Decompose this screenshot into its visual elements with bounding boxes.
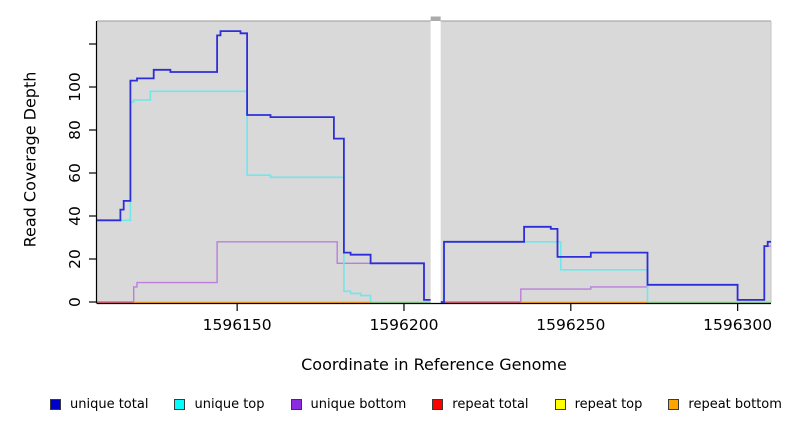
axis-break-cap <box>430 16 441 21</box>
coverage-chart: 1596150 1596200 1596250 1596300 0 20 40 60 80 100 <box>66 14 773 334</box>
y-tick-label: 20 <box>66 249 84 269</box>
legend-item-repeat-total: repeat total <box>432 397 529 412</box>
legend-label: repeat bottom <box>688 397 782 412</box>
legend-label: repeat top <box>574 397 643 412</box>
legend-label: unique total <box>70 397 149 412</box>
axis-break-band <box>430 14 441 304</box>
unique-top-swatch-icon <box>174 399 186 410</box>
series-line-unique-top <box>97 90 372 302</box>
series-line-unique-total <box>440 225 771 303</box>
x-tick-label: 1596300 <box>703 316 772 334</box>
x-tick-label: 1596250 <box>536 316 605 334</box>
unique-bottom-swatch-icon <box>290 399 302 410</box>
y-tick-label: 100 <box>66 72 84 102</box>
legend-item-unique-bottom: unique bottom <box>290 397 407 412</box>
legend-item-unique-total: unique total <box>50 397 148 412</box>
legend-label: repeat total <box>452 397 529 412</box>
y-tick-label: 60 <box>66 163 84 183</box>
series-line-unique-total <box>97 30 431 301</box>
x-tick-label: 1596200 <box>369 316 438 334</box>
repeat-total-swatch-icon <box>432 399 444 410</box>
legend-item-unique-top: unique top <box>174 397 265 412</box>
y-tick-label: 40 <box>66 206 84 226</box>
x-axis-title: Coordinate in Reference Genome <box>301 355 567 374</box>
repeat-top-swatch-icon <box>554 399 566 410</box>
repeat-bottom-swatch-icon <box>668 399 680 410</box>
y-tick-label: 80 <box>66 120 84 140</box>
x-tick-label: 1596150 <box>203 316 272 334</box>
legend-item-repeat-bottom: repeat bottom <box>668 397 782 412</box>
legend-label: unique bottom <box>310 397 407 412</box>
unique-total-swatch-icon <box>50 399 61 410</box>
legend-label: unique top <box>194 397 265 412</box>
y-tick-label: 0 <box>66 297 84 307</box>
y-axis-title: Read Coverage Depth <box>20 71 40 248</box>
legend: unique total unique top unique bottom repea… <box>50 397 782 412</box>
legend-item-repeat-top: repeat top <box>554 397 643 412</box>
